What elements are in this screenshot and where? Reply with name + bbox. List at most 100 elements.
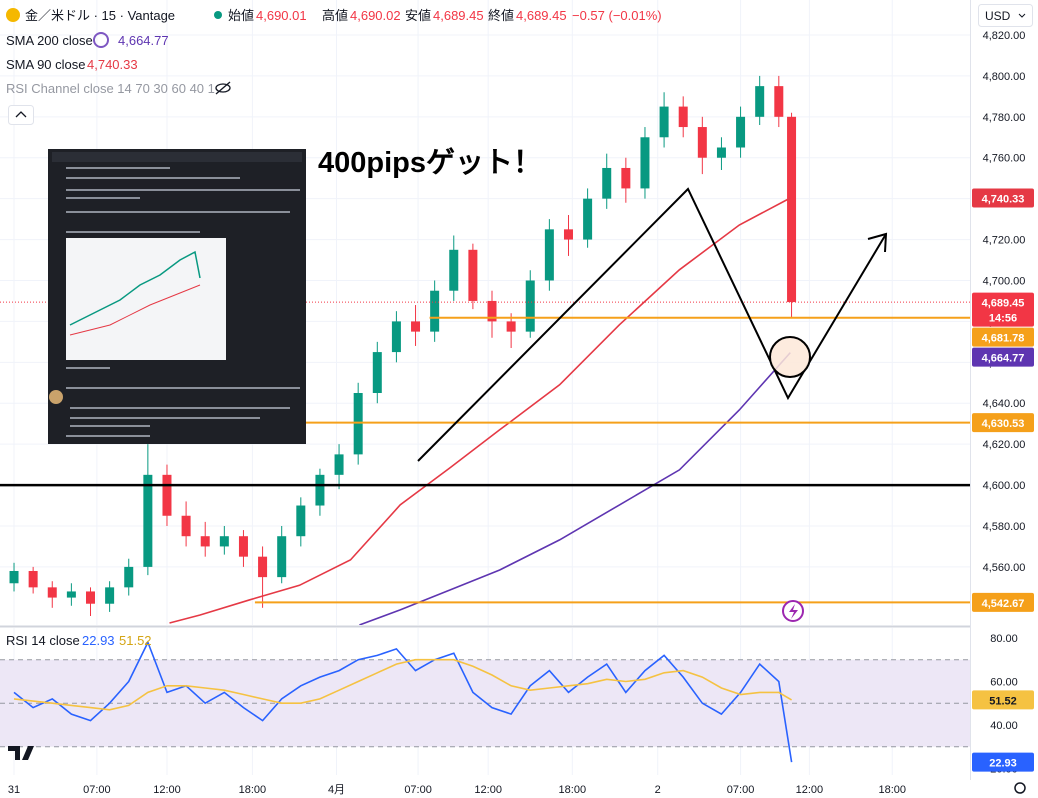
candle-body (583, 198, 593, 240)
candle-body (411, 321, 421, 332)
candle-body (621, 167, 631, 189)
rsi-channel-legend: RSI Channel close 14 70 30 60 40 1 (6, 81, 215, 96)
candle-body (678, 106, 688, 128)
value-label-box (972, 188, 1034, 208)
candle-body (736, 116, 746, 148)
inset-thumb-price (69, 250, 201, 326)
collapse-button[interactable] (8, 105, 34, 125)
sma200-value: 4,664.77 (118, 33, 169, 48)
y-tick-label: 4,640.00 (983, 398, 1026, 410)
value-label: 22.93 (989, 758, 1017, 770)
high-value: 4,690.02 (350, 8, 401, 23)
value-label: 4,542.67 (982, 598, 1025, 610)
value-label: 4,630.53 (982, 418, 1025, 430)
x-tick-label: 18:00 (878, 784, 906, 796)
hidden-icon[interactable] (215, 81, 231, 95)
x-tick-label: 07:00 (404, 784, 432, 796)
candle-body (755, 86, 765, 117)
candle-body (716, 147, 726, 158)
candle-body (487, 300, 497, 322)
x-tick-label: 07:00 (727, 784, 755, 796)
inset-header (52, 152, 302, 162)
candle-body (277, 536, 287, 578)
rsi-value: 22.93 (82, 633, 115, 648)
time-axis (0, 776, 970, 798)
x-tick-label: 4月 (328, 784, 345, 796)
line-series (13, 640, 793, 763)
candle-body (143, 474, 153, 567)
x-tick-label: 12:00 (796, 784, 824, 796)
y-tick-label: 4,800.00 (983, 71, 1026, 83)
event-bolt (789, 604, 798, 619)
value-label: 51.52 (989, 695, 1017, 707)
value-label: 4,664.77 (982, 353, 1025, 365)
y-tick-label: 4,780.00 (983, 112, 1026, 124)
rsi-pane (0, 640, 970, 763)
high-label: 高値 (322, 8, 348, 23)
candle-body (525, 280, 535, 332)
sma200-legend: SMA 200 close (6, 33, 93, 48)
value-label: 4,689.45 (982, 298, 1025, 310)
sma90-legend: SMA 90 close (6, 57, 86, 72)
candle-body (124, 566, 134, 588)
trend-arrowhead (867, 232, 888, 253)
candle-body (200, 536, 210, 547)
y-tick-label: 80.00 (990, 633, 1018, 645)
axis-labels: 4,740.33 4,689.45 14:56 4,681.78 4,664.77 4,6… (972, 188, 1034, 772)
rsi-band (0, 659, 970, 747)
low-label: 安値 (405, 8, 431, 23)
candle-body (219, 536, 229, 547)
y-tick-label: 60.00 (990, 676, 1018, 688)
inset-text-lines (66, 167, 300, 437)
currency: USD (985, 9, 1011, 23)
candle-body (544, 229, 554, 281)
inset-avatar (49, 390, 63, 404)
y-tick-label: 4,760.00 (983, 153, 1026, 165)
rsi-ma-value: 51.52 (119, 633, 152, 648)
line-series (13, 658, 793, 711)
value-label-box (972, 413, 1034, 433)
inset-thumb-sma (69, 284, 201, 336)
candle-body (430, 290, 440, 332)
y-tick-label: 4,700.00 (983, 275, 1026, 287)
price-pane (0, 75, 970, 625)
sma90-value: 4,740.33 (87, 57, 138, 72)
candle-body (47, 587, 57, 598)
y-tick-label: 4,560.00 (983, 562, 1026, 574)
candle-body (506, 321, 516, 332)
candle-body (9, 570, 19, 584)
candle-body (391, 321, 401, 353)
currency-select[interactable] (978, 4, 1033, 27)
candle-body (372, 352, 382, 394)
settings-icon[interactable] (1014, 782, 1026, 794)
legend: 金／米ドル · 15 · Vantage 始値 4,690.01 高値 4,69… (6, 4, 1033, 794)
candle-body (162, 474, 172, 516)
x-tick-label: 12:00 (474, 784, 502, 796)
candle-body (353, 393, 363, 455)
logo[interactable] (8, 746, 34, 760)
low-value: 4,689.45 (433, 8, 484, 23)
value-label: 4,681.78 (982, 333, 1025, 345)
candle-body (28, 570, 38, 588)
value-label-box (972, 690, 1034, 710)
candle-body (659, 106, 669, 138)
candle-body (697, 127, 707, 158)
candle-body (66, 591, 76, 598)
candle-body (105, 587, 115, 604)
y-tick-label: 4,820.00 (983, 30, 1026, 42)
value-label-box (972, 347, 1034, 367)
x-tick-label: 18:00 (239, 784, 267, 796)
sma200-icon[interactable] (93, 32, 109, 48)
y-tick-label: 40.00 (990, 720, 1018, 732)
trend-drawing (417, 187, 887, 462)
symbol: 金／米ドル · 15 · Vantage (25, 8, 175, 23)
open-value: 4,690.01 (256, 8, 307, 23)
y-tick-label: 4,580.00 (983, 521, 1026, 533)
line-series (359, 352, 791, 625)
x-tick-label: 12:00 (153, 784, 181, 796)
candle-body (787, 116, 797, 303)
candle-body (640, 137, 650, 189)
value-label-box (972, 752, 1034, 772)
x-tick-label: 31 (8, 784, 20, 796)
candle-body (85, 591, 95, 604)
